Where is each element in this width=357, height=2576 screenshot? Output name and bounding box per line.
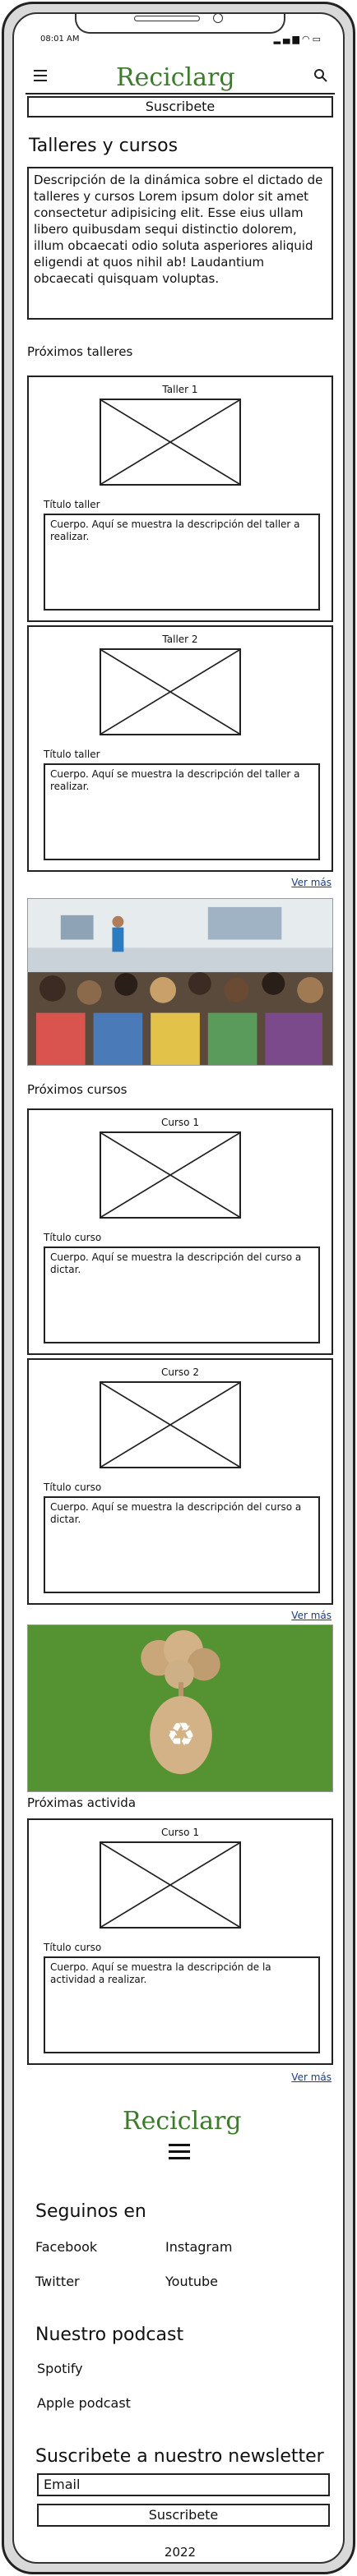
card-body: Cuerpo. Aquí se muestra la descripción d… bbox=[44, 1496, 320, 1593]
wifi-icon: ◠ bbox=[301, 34, 313, 44]
card-title: Título curso bbox=[44, 1942, 102, 1953]
search-icon[interactable] bbox=[313, 68, 328, 83]
curso-card[interactable]: Curso 2 Título curso Cuerpo. Aquí se mue… bbox=[27, 1358, 333, 1605]
card-body: Cuerpo. Aquí se muestra la descripción d… bbox=[44, 1247, 320, 1343]
card-caption: Curso 2 bbox=[161, 1366, 199, 1378]
logo[interactable]: Reciclarg bbox=[116, 63, 235, 92]
speaker-icon bbox=[134, 16, 200, 21]
actividad-card[interactable]: Curso 1 Título curso Cuerpo. Aquí se mue… bbox=[27, 1818, 333, 2065]
ver-mas-link-talleres[interactable]: Ver más bbox=[291, 877, 332, 888]
card-title: Título taller bbox=[44, 499, 100, 510]
image-placeholder-icon bbox=[100, 648, 241, 735]
card-body: Cuerpo. Aquí se muestra la descripción d… bbox=[44, 763, 320, 860]
twitter-link[interactable]: Twitter bbox=[35, 2274, 80, 2289]
facebook-link[interactable]: Facebook bbox=[35, 2239, 98, 2255]
card-caption: Curso 1 bbox=[161, 1117, 199, 1128]
footer-logo[interactable]: Reciclarg bbox=[123, 2107, 242, 2136]
taller-card[interactable]: Taller 1 Título taller Cuerpo. Aquí se m… bbox=[27, 376, 333, 622]
apple-podcast-link[interactable]: Apple podcast bbox=[37, 2395, 131, 2411]
podcast-heading: Nuestro podcast bbox=[35, 2325, 184, 2345]
card-caption: Taller 1 bbox=[162, 384, 198, 395]
footer-year: 2022 bbox=[164, 2545, 197, 2560]
image-placeholder-icon bbox=[100, 399, 241, 486]
navbar: Reciclarg bbox=[26, 60, 335, 94]
youtube-link[interactable]: Youtube bbox=[165, 2274, 218, 2289]
hamburger-icon[interactable] bbox=[34, 70, 47, 81]
instagram-link[interactable]: Instagram bbox=[165, 2239, 233, 2255]
page-title: Talleres y cursos bbox=[29, 136, 178, 156]
notch bbox=[75, 14, 285, 34]
svg-text:♻: ♻ bbox=[166, 1717, 196, 1754]
camera-icon bbox=[213, 14, 223, 23]
card-caption: Curso 1 bbox=[161, 1827, 199, 1838]
subscribe-button[interactable]: Suscribete bbox=[27, 96, 333, 118]
image-placeholder-icon bbox=[100, 1381, 241, 1468]
card-caption: Taller 2 bbox=[162, 634, 198, 645]
image-placeholder-icon bbox=[100, 1131, 241, 1219]
ver-mas-link-actividades[interactable]: Ver más bbox=[291, 2071, 332, 2083]
spotify-link[interactable]: Spotify bbox=[37, 2361, 83, 2376]
status-time: 08:01 AM bbox=[40, 35, 80, 44]
classroom-photo bbox=[27, 898, 333, 1066]
section-heading-talleres: Próximos talleres bbox=[27, 344, 133, 359]
recycling-photo: ♻ bbox=[27, 1624, 333, 1792]
email-field[interactable]: Email bbox=[37, 2473, 330, 2496]
signal-icon: ▂▄▆ bbox=[273, 34, 302, 44]
card-body: Cuerpo. Aquí se muestra la descripción d… bbox=[44, 514, 320, 611]
card-title: Título curso bbox=[44, 1482, 102, 1493]
status-icons: ▂▄▆◠▭ bbox=[274, 34, 323, 44]
phone-screen: 08:01 AM ▂▄▆◠▭ Reciclarg Suscribete Tall bbox=[12, 12, 345, 2564]
curso-card[interactable]: Curso 1 Título curso Cuerpo. Aquí se mue… bbox=[27, 1108, 333, 1355]
newsletter-heading: Suscribete a nuestro newsletter bbox=[35, 2446, 324, 2467]
status-bar: 08:01 AM ▂▄▆◠▭ bbox=[26, 32, 335, 48]
social-heading: Seguinos en bbox=[35, 2201, 146, 2222]
card-title: Título taller bbox=[44, 749, 100, 760]
hamburger-icon[interactable] bbox=[169, 2144, 190, 2162]
newsletter-subscribe-button[interactable]: Suscribete bbox=[37, 2504, 330, 2527]
screen-content: 08:01 AM ▂▄▆◠▭ Reciclarg Suscribete Tall bbox=[26, 14, 335, 2562]
card-title: Título curso bbox=[44, 1232, 102, 1243]
image-placeholder-icon bbox=[100, 1841, 241, 1929]
card-body: Cuerpo. Aquí se muestra la descripción d… bbox=[44, 1956, 320, 2053]
section-heading-actividades: Próximas activida bbox=[27, 1795, 137, 1810]
taller-card[interactable]: Taller 2 Título taller Cuerpo. Aquí se m… bbox=[27, 625, 333, 872]
intro-text: Descripción de la dinámica sobre el dict… bbox=[27, 167, 333, 320]
section-heading-cursos: Próximos cursos bbox=[27, 1082, 128, 1097]
ver-mas-link-cursos[interactable]: Ver más bbox=[291, 1610, 332, 1621]
battery-icon: ▭ bbox=[312, 34, 323, 44]
